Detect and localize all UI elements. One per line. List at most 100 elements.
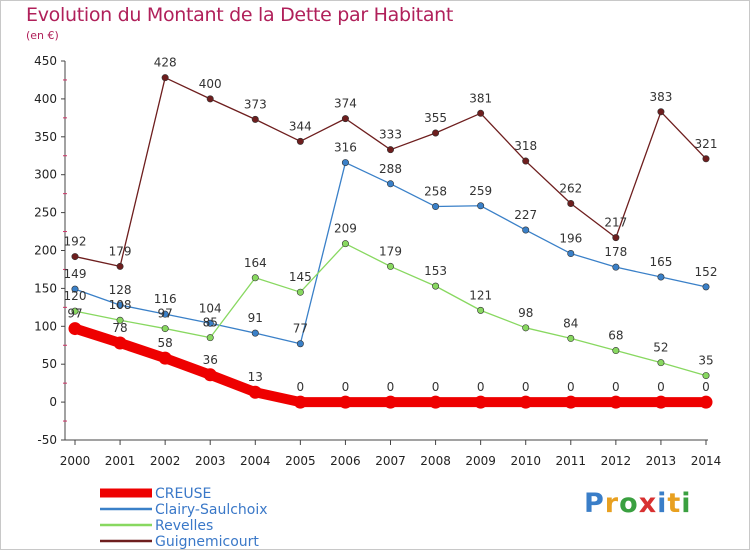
data-point-creuse xyxy=(654,395,668,409)
data-point-clairy-saulchoix xyxy=(161,310,169,318)
data-label-creuse: 0 xyxy=(657,380,665,394)
data-label-revelles: 145 xyxy=(289,270,312,284)
data-point-revelles xyxy=(612,347,620,355)
y-tick-label: 450 xyxy=(34,54,57,68)
data-point-creuse xyxy=(429,395,443,409)
data-point-creuse xyxy=(113,336,127,350)
series-layer xyxy=(68,74,713,409)
y-tick-label: 100 xyxy=(34,319,57,333)
chart-title: Evolution du Montant de la Dette par Hab… xyxy=(26,4,454,26)
data-label-creuse: 0 xyxy=(297,380,305,394)
data-point-revelles xyxy=(251,274,259,282)
data-point-creuse xyxy=(203,368,217,382)
y-tick-label: 300 xyxy=(34,168,57,182)
data-label-revelles: 179 xyxy=(379,244,402,258)
x-tick-label: 2008 xyxy=(420,454,451,468)
data-point-clairy-saulchoix xyxy=(522,226,530,234)
data-label-guignemicourt: 192 xyxy=(64,235,87,249)
x-tick-label: 2005 xyxy=(285,454,316,468)
data-point-creuse xyxy=(384,395,397,409)
data-point-creuse xyxy=(564,395,578,409)
data-point-revelles xyxy=(567,334,575,342)
data-point-creuse xyxy=(699,395,713,409)
x-tick-label: 2000 xyxy=(60,454,91,468)
legend-label-creuse: CREUSE xyxy=(155,486,211,502)
data-label-creuse: 0 xyxy=(612,380,620,394)
legend: CREUSEClairy-SaulchoixRevellesGuignemico… xyxy=(100,486,268,550)
data-label-revelles: 35 xyxy=(698,354,713,368)
data-label-creuse: 97 xyxy=(67,307,82,321)
x-tick-label: 2001 xyxy=(105,454,136,468)
data-label-creuse: 0 xyxy=(342,380,350,394)
data-label-clairy-saulchoix: 128 xyxy=(109,283,132,297)
data-point-revelles xyxy=(71,307,79,315)
logo-letter: r xyxy=(604,488,620,519)
data-point-guignemicourt xyxy=(612,234,620,242)
x-tick-label: 2006 xyxy=(330,454,361,468)
y-tick-label: 50 xyxy=(42,357,57,371)
data-label-guignemicourt: 374 xyxy=(334,97,357,111)
data-point-clairy-saulchoix xyxy=(432,203,440,211)
data-point-revelles xyxy=(161,325,169,333)
data-label-creuse: 0 xyxy=(387,380,395,394)
data-point-revelles xyxy=(702,372,710,380)
data-point-creuse xyxy=(338,395,352,409)
data-point-guignemicourt xyxy=(702,155,710,163)
data-label-clairy-saulchoix: 259 xyxy=(469,184,492,198)
data-label-creuse: 13 xyxy=(248,370,263,384)
data-label-clairy-saulchoix: 178 xyxy=(604,245,627,259)
data-label-revelles: 98 xyxy=(518,306,533,320)
data-point-guignemicourt xyxy=(477,109,485,117)
data-label-revelles: 209 xyxy=(334,222,357,236)
data-point-guignemicourt xyxy=(116,262,124,270)
y-tick-label: 200 xyxy=(34,244,57,258)
legend-label-clairy-saulchoix: Clairy-Saulchoix xyxy=(155,502,268,518)
data-label-creuse: 0 xyxy=(432,380,440,394)
data-point-revelles xyxy=(522,324,530,332)
data-point-clairy-saulchoix xyxy=(296,340,304,348)
data-point-guignemicourt xyxy=(522,157,530,165)
logo-letter: o xyxy=(619,488,639,519)
data-label-creuse: 0 xyxy=(702,380,710,394)
y-tick-label: 400 xyxy=(34,92,57,106)
data-label-guignemicourt: 373 xyxy=(244,97,267,111)
x-tick-label: 2010 xyxy=(510,454,541,468)
data-label-guignemicourt: 383 xyxy=(649,90,672,104)
x-tick-label: 2007 xyxy=(375,454,406,468)
data-label-clairy-saulchoix: 288 xyxy=(379,162,402,176)
data-label-guignemicourt: 400 xyxy=(199,77,222,91)
data-label-creuse: 0 xyxy=(477,380,485,394)
data-point-clairy-saulchoix xyxy=(567,250,575,258)
data-point-revelles xyxy=(116,316,124,324)
x-tick-label: 2014 xyxy=(691,454,722,468)
data-point-guignemicourt xyxy=(206,95,214,103)
y-tick-label: 0 xyxy=(49,395,57,409)
data-label-guignemicourt: 179 xyxy=(109,244,132,258)
logo-letter: P xyxy=(584,488,605,519)
data-label-guignemicourt: 344 xyxy=(289,119,312,133)
data-point-guignemicourt xyxy=(251,115,259,123)
x-tick-label: 2013 xyxy=(646,454,677,468)
data-label-clairy-saulchoix: 77 xyxy=(293,322,308,336)
data-label-revelles: 108 xyxy=(109,298,132,312)
data-point-clairy-saulchoix xyxy=(477,202,485,210)
legend-label-guignemicourt: Guignemicourt xyxy=(155,534,259,550)
data-point-guignemicourt xyxy=(567,200,575,208)
data-label-clairy-saulchoix: 196 xyxy=(559,232,582,246)
logo-letter: x xyxy=(638,488,658,519)
data-label-guignemicourt: 381 xyxy=(469,91,492,105)
data-label-creuse: 58 xyxy=(158,336,173,350)
data-point-revelles xyxy=(477,306,485,314)
data-label-clairy-saulchoix: 116 xyxy=(154,292,177,306)
data-point-clairy-saulchoix xyxy=(71,285,79,293)
chart-subtitle: (en €) xyxy=(26,29,59,42)
y-tick-label: 150 xyxy=(34,281,57,295)
data-label-guignemicourt: 355 xyxy=(424,111,447,125)
data-label-revelles: 85 xyxy=(203,316,218,330)
data-label-clairy-saulchoix: 104 xyxy=(199,301,222,315)
x-tick-label: 2012 xyxy=(601,454,632,468)
legend-label-revelles: Revelles xyxy=(155,518,213,534)
data-point-guignemicourt xyxy=(161,74,169,82)
data-label-guignemicourt: 262 xyxy=(559,182,582,196)
